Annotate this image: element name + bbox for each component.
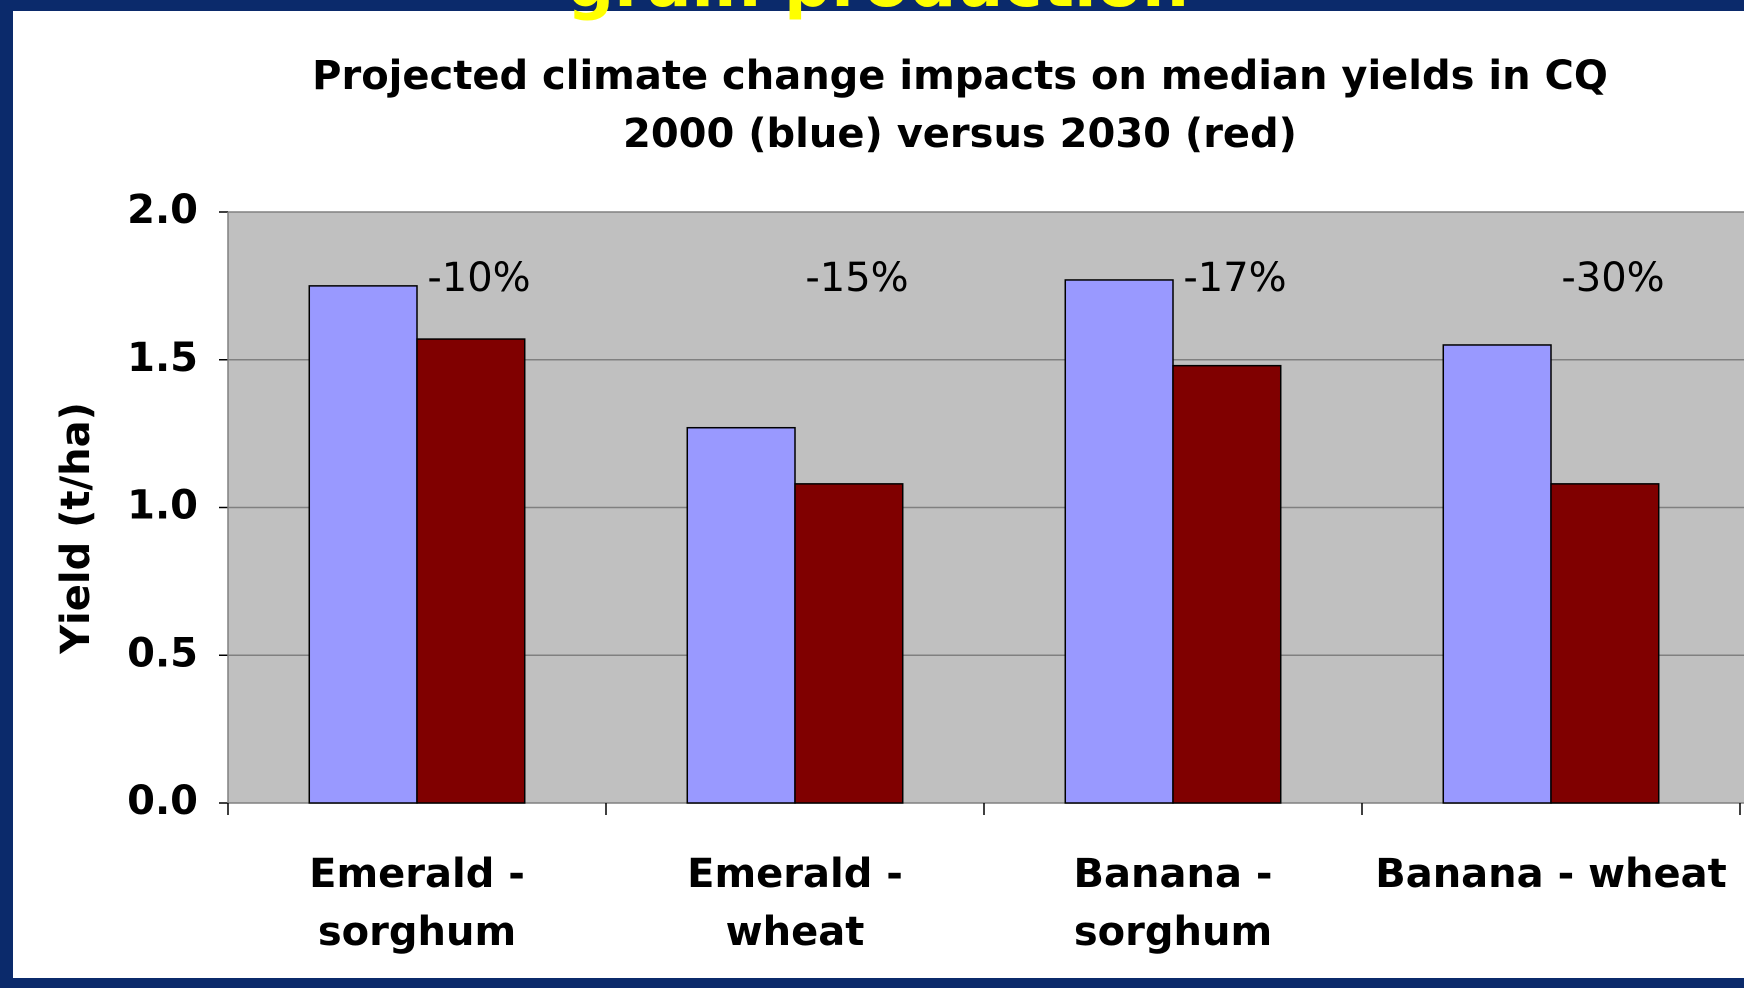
slide-title: grain production bbox=[567, 0, 1189, 22]
bar bbox=[308, 285, 418, 804]
chart-subtitle: 2000 (blue) versus 2030 (red) bbox=[623, 111, 1297, 157]
bar bbox=[794, 483, 904, 804]
bar bbox=[1172, 364, 1282, 804]
y-axis-title: Yield (t/ha) bbox=[53, 402, 99, 655]
y-tick-label: 0.5 bbox=[127, 630, 198, 676]
annotation: -15% bbox=[805, 255, 908, 301]
bar bbox=[1064, 279, 1174, 804]
y-tick-label: 1.0 bbox=[127, 483, 198, 529]
bar bbox=[416, 338, 526, 804]
chart-title: Projected climate change impacts on medi… bbox=[312, 53, 1608, 99]
bar bbox=[1442, 344, 1552, 804]
x-tick-label: Emerald - wheat bbox=[687, 851, 903, 955]
annotation: -30% bbox=[1561, 255, 1664, 301]
y-tick-label: 0.0 bbox=[127, 778, 198, 824]
y-tick-label: 1.5 bbox=[127, 335, 198, 381]
bar bbox=[686, 426, 796, 804]
bar bbox=[1550, 483, 1660, 804]
annotation: -17% bbox=[1183, 255, 1286, 301]
annotation: -10% bbox=[427, 255, 530, 301]
x-tick-label: Banana - wheat bbox=[1375, 851, 1727, 897]
x-tick-label: Emerald - sorghum bbox=[309, 851, 525, 955]
x-tick-label: Banana - sorghum bbox=[1073, 851, 1273, 955]
y-tick-label: 2.0 bbox=[127, 187, 198, 233]
